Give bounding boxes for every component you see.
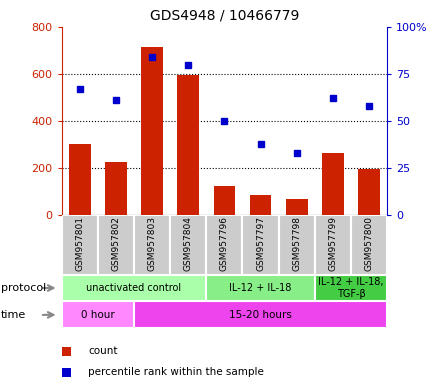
Text: IL-12 + IL-18: IL-12 + IL-18 <box>229 283 292 293</box>
Text: unactivated control: unactivated control <box>86 283 182 293</box>
Text: percentile rank within the sample: percentile rank within the sample <box>88 367 264 377</box>
Text: IL-12 + IL-18,
TGF-β: IL-12 + IL-18, TGF-β <box>318 277 384 299</box>
Bar <box>286 199 308 215</box>
Bar <box>62 215 98 275</box>
Text: 0 hour: 0 hour <box>81 310 115 320</box>
Bar <box>177 75 199 215</box>
Bar <box>322 153 344 215</box>
Text: GSM957802: GSM957802 <box>111 216 121 271</box>
Text: GSM957803: GSM957803 <box>147 216 157 271</box>
Title: GDS4948 / 10466779: GDS4948 / 10466779 <box>150 9 299 23</box>
Bar <box>69 144 91 215</box>
Bar <box>250 195 271 215</box>
Text: GSM957797: GSM957797 <box>256 216 265 271</box>
Bar <box>141 47 163 215</box>
Bar <box>358 169 380 215</box>
Bar <box>170 215 206 275</box>
Bar <box>206 215 242 275</box>
Bar <box>134 215 170 275</box>
Bar <box>351 215 387 275</box>
Bar <box>62 275 206 301</box>
Text: GSM957799: GSM957799 <box>328 216 337 271</box>
Bar <box>134 301 387 328</box>
Bar <box>105 162 127 215</box>
Text: time: time <box>1 310 26 320</box>
Text: protocol: protocol <box>1 283 46 293</box>
Bar <box>98 215 134 275</box>
Text: GSM957804: GSM957804 <box>184 216 193 271</box>
Bar <box>62 301 134 328</box>
Text: GSM957800: GSM957800 <box>365 216 374 271</box>
Bar <box>213 185 235 215</box>
Bar <box>315 215 351 275</box>
Bar <box>242 215 279 275</box>
Text: GSM957798: GSM957798 <box>292 216 301 271</box>
Text: count: count <box>88 346 117 356</box>
Bar <box>315 275 387 301</box>
Bar <box>279 215 315 275</box>
Bar <box>206 275 315 301</box>
Text: GSM957796: GSM957796 <box>220 216 229 271</box>
Text: GSM957801: GSM957801 <box>75 216 84 271</box>
Text: 15-20 hours: 15-20 hours <box>229 310 292 320</box>
